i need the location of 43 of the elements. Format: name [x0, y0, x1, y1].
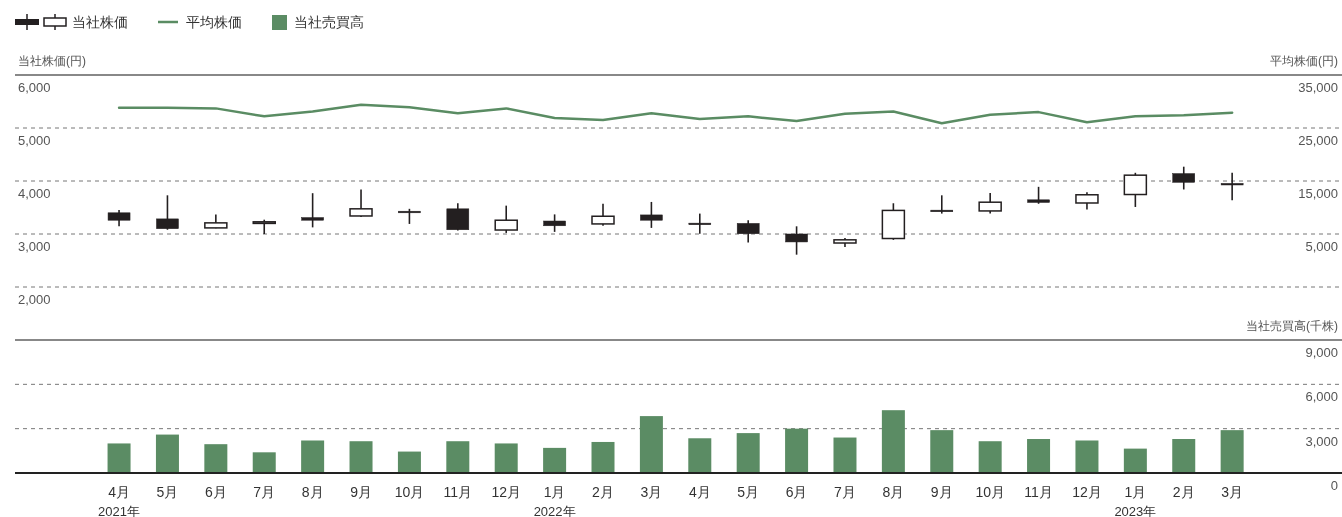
x-tick-label: 10月	[975, 484, 1005, 500]
x-tick-label: 6月	[785, 484, 808, 500]
x-tick-label: 8月	[301, 484, 324, 500]
x-tick-label: 4月 2021年	[98, 484, 141, 517]
x-tick-label: 7月	[253, 484, 276, 500]
y2-tick-label: 5,000	[1305, 239, 1338, 254]
legend-label: 当社売買高	[294, 14, 364, 30]
x-tick-label: 3月	[640, 484, 663, 500]
x-tick-label: 1月 2022年	[533, 484, 576, 517]
y2-axis-title: 当社売買高(千株)	[1246, 319, 1338, 333]
y-tick-label: 6,000	[18, 80, 51, 95]
y-tick-label: 4,000	[18, 186, 51, 201]
x-tick-label: 3月	[1221, 484, 1244, 500]
legend-label: 平均株価	[186, 14, 242, 30]
x-tick-label: 8月	[882, 484, 905, 500]
x-tick-label: 9月	[930, 484, 953, 500]
y2-axis-title: 平均株価(円)	[1270, 54, 1338, 68]
x-tick-label: 5月	[156, 484, 179, 500]
y2-tick-label: 3,000	[1305, 433, 1338, 449]
y2-tick-label: 15,000	[1298, 186, 1338, 201]
y-tick-label: 5,000	[18, 133, 51, 148]
y2-tick-label: 9,000	[1305, 345, 1338, 360]
x-tick-label: 10月	[394, 484, 425, 500]
x-tick-label: 12月	[1072, 484, 1102, 500]
x-tick-label: 4月	[688, 484, 711, 500]
x-tick-label: 2月	[1172, 484, 1195, 500]
x-tick-label: 12月	[491, 484, 521, 500]
y2-tick-label: 6,000	[1305, 389, 1338, 405]
x-tick-label: 11月	[443, 484, 473, 500]
x-tick-label: 1月 2023年	[1114, 484, 1157, 517]
x-tick-label: 5月	[737, 484, 760, 500]
x-tick-label: 9月	[350, 484, 372, 500]
x-tick-label: 2月	[592, 484, 614, 500]
y-tick-label: 2,000	[18, 292, 51, 307]
legend-label: 当社株価	[72, 14, 128, 30]
y-tick-label: 3,000	[18, 239, 51, 254]
x-tick-label: 6月	[204, 484, 227, 500]
y-axis-title: 当社株価(円)	[18, 54, 86, 68]
y2-tick-label: 0	[1330, 478, 1338, 493]
x-tick-label: 11月	[1024, 484, 1053, 500]
y2-tick-label: 25,000	[1298, 133, 1338, 148]
y2-tick-label: 35,000	[1298, 80, 1338, 95]
x-tick-label: 7月	[834, 484, 856, 500]
